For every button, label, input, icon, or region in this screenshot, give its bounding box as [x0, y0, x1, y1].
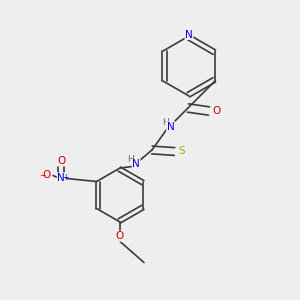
Text: N: N: [57, 173, 65, 183]
Text: +: +: [62, 172, 69, 182]
Text: N: N: [132, 159, 140, 170]
Text: O: O: [57, 155, 65, 166]
Text: O: O: [212, 106, 220, 116]
Text: −: −: [39, 171, 46, 180]
Text: N: N: [185, 29, 193, 40]
Text: N: N: [167, 122, 175, 132]
Text: H: H: [162, 118, 169, 127]
Text: S: S: [179, 146, 185, 157]
Text: O: O: [116, 231, 124, 241]
Text: O: O: [42, 170, 51, 181]
Text: H: H: [128, 155, 134, 164]
